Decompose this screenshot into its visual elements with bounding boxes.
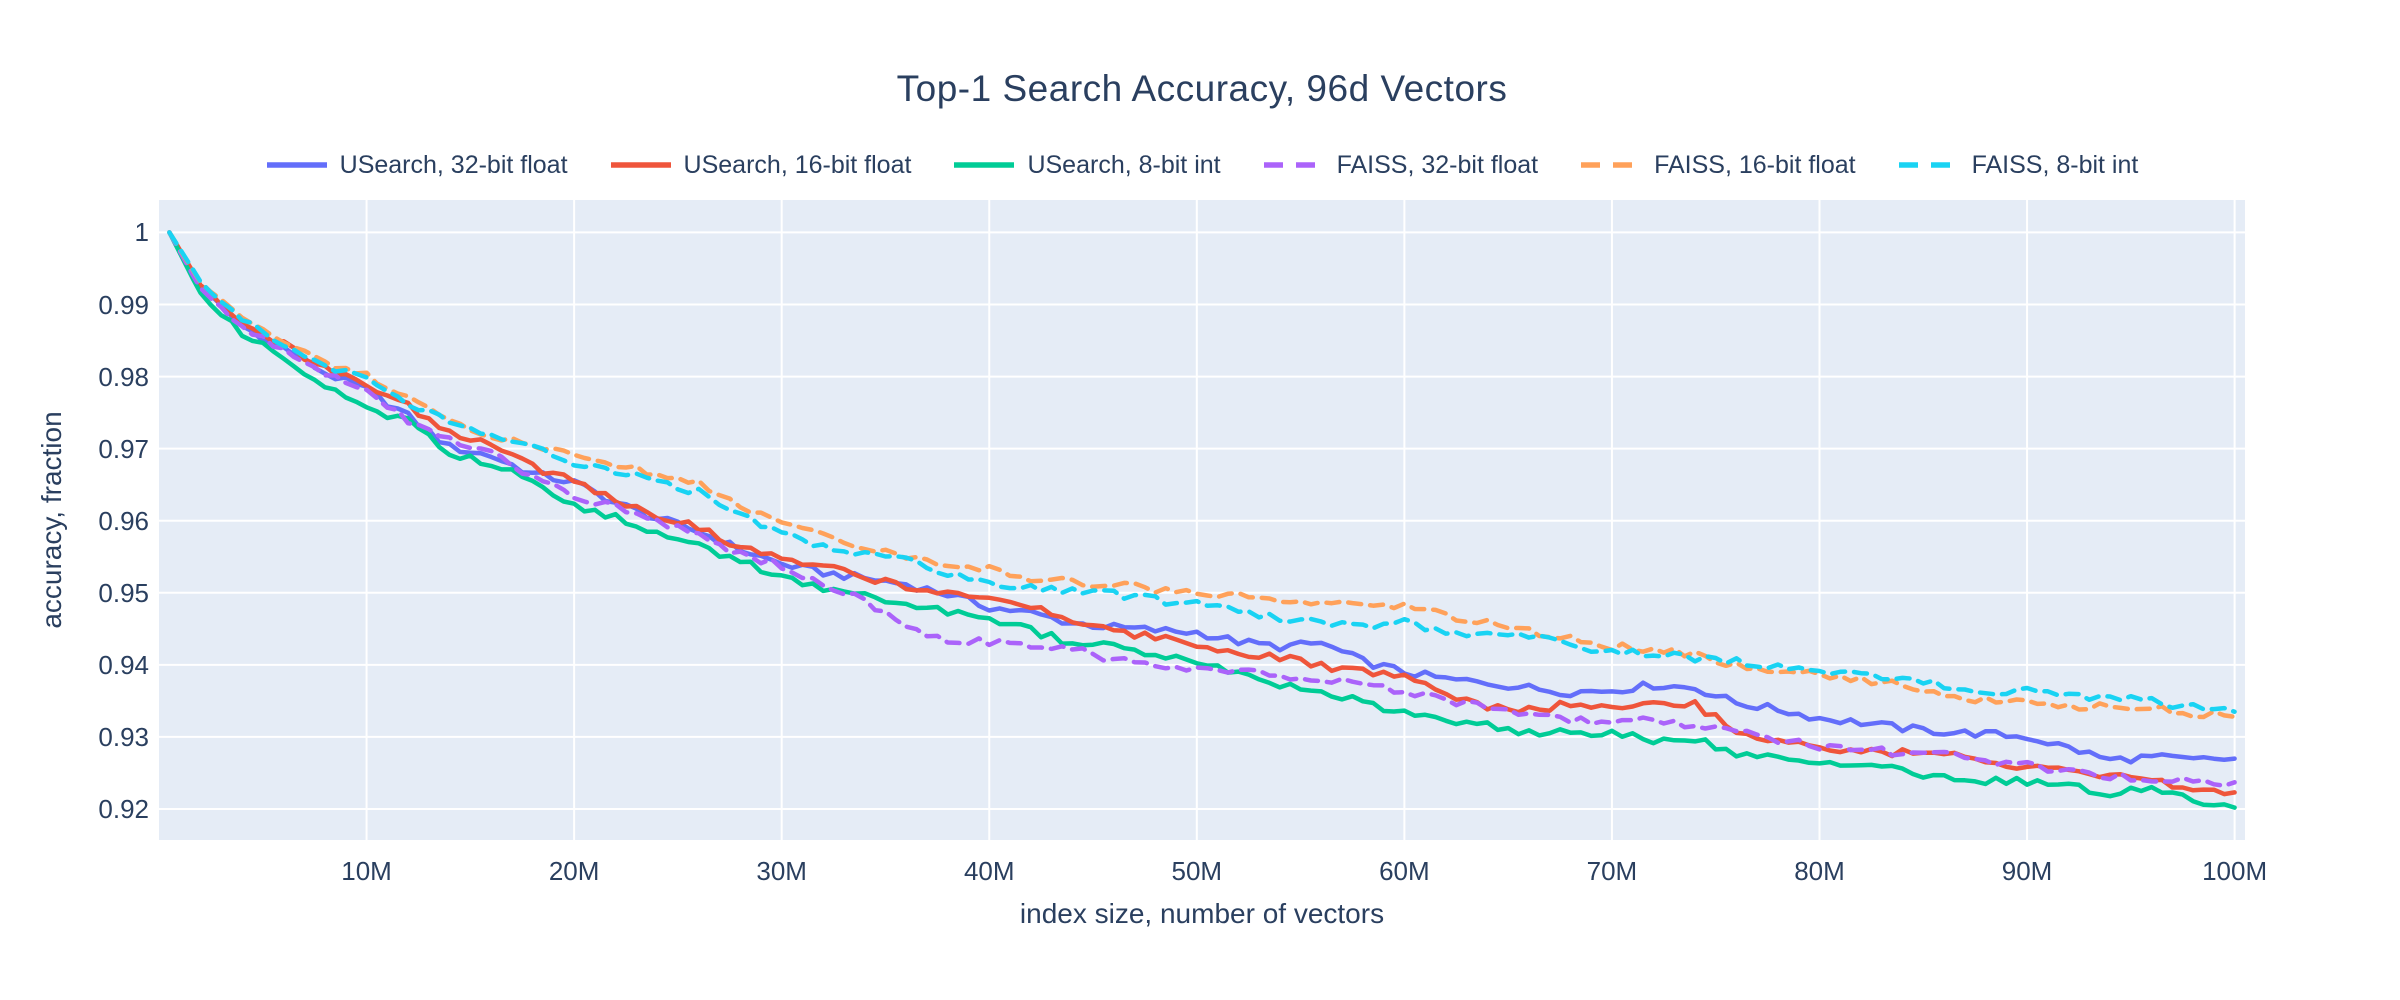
- legend-swatch-line-icon: [610, 162, 671, 168]
- legend-item-label: USearch, 8-bit int: [1027, 150, 1221, 179]
- legend-swatch-line-icon: [1263, 162, 1324, 168]
- y-tick-label: 0.93: [98, 721, 149, 752]
- x-tick-label: 60M: [1379, 856, 1430, 886]
- x-tick-label: 10M: [341, 856, 392, 886]
- legend-swatch-line-icon: [1898, 162, 1959, 168]
- legend-swatch-line-icon: [1581, 162, 1642, 168]
- y-tick-label: 0.92: [98, 794, 149, 824]
- legend-item-label: USearch, 32-bit float: [339, 150, 568, 179]
- chart-title: Top-1 Search Accuracy, 96d Vectors: [896, 68, 1508, 109]
- legend-item-label: FAISS, 16-bit float: [1654, 150, 1856, 179]
- legend-swatch-line-icon: [266, 162, 327, 168]
- legend-item-label: FAISS, 32-bit float: [1336, 150, 1539, 179]
- x-tick-label: 80M: [1794, 856, 1845, 886]
- legend-item-usearch-16-bit-float[interactable]: USearch, 16-bit float: [610, 150, 912, 180]
- legend-item-label: USearch, 16-bit float: [683, 150, 912, 179]
- series-line-faiss-8-bit-int[interactable]: [167, 230, 2237, 714]
- y-tick-label: 0.97: [98, 433, 149, 464]
- x-tick-label: 90M: [2001, 856, 2053, 886]
- y-tick-label: 1: [134, 217, 149, 248]
- series-line-faiss-32-bit-float[interactable]: [167, 230, 2237, 788]
- x-tick-label: 100M: [2202, 856, 2268, 886]
- series-lines: [167, 230, 2237, 810]
- y-tick-label: 0.99: [98, 289, 149, 320]
- x-tick-label: 70M: [1586, 856, 1638, 886]
- x-tick-label: 40M: [963, 856, 1015, 886]
- x-tick-label: 20M: [548, 856, 600, 886]
- x-axis-title: index size, number of vectors: [1019, 898, 1385, 929]
- legend-item-faiss-32-bit-float[interactable]: FAISS, 32-bit float: [1263, 150, 1539, 180]
- x-tick-label: 30M: [756, 856, 807, 886]
- legend-item-faiss-8-bit-int[interactable]: FAISS, 8-bit int: [1898, 150, 2139, 180]
- legend-swatch-line-icon: [954, 162, 1015, 168]
- legend: USearch, 32-bit float USearch, 16-bit flo…: [159, 148, 2245, 182]
- y-tick-label: 0.96: [98, 505, 149, 536]
- x-tick-label: 50M: [1171, 856, 1223, 886]
- y-tick-label: 0.94: [98, 649, 149, 680]
- legend-item-usearch-8-bit-int[interactable]: USearch, 8-bit int: [953, 150, 1221, 180]
- y-tick-label: 0.95: [98, 577, 149, 608]
- y-axis-title: accuracy, fraction: [36, 411, 67, 629]
- y-tick-label: 0.98: [98, 361, 149, 392]
- legend-item-faiss-16-bit-float[interactable]: FAISS, 16-bit float: [1580, 151, 1856, 180]
- legend-item-label: FAISS, 8-bit int: [1971, 150, 2139, 179]
- legend-item-usearch-32-bit-float[interactable]: USearch, 32-bit float: [266, 151, 568, 180]
- series-line-usearch-8-bit-int[interactable]: [167, 230, 2237, 810]
